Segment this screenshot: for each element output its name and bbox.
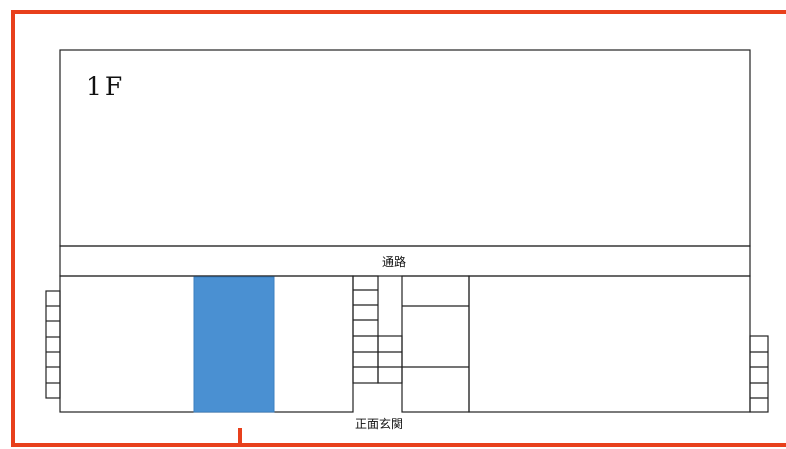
corridor-label: 通路 xyxy=(382,255,407,269)
entrance-label: 正面玄関 xyxy=(355,417,404,431)
property-boundary xyxy=(11,10,786,447)
left-side-cells xyxy=(45,290,61,399)
boundary-line xyxy=(11,10,786,447)
center-stair-cells xyxy=(352,275,403,384)
floor-label: 1F xyxy=(86,72,126,101)
right-room-block xyxy=(468,275,751,413)
main-hall xyxy=(59,49,751,247)
right-side-cells xyxy=(749,335,769,413)
highlighted-room[interactable] xyxy=(193,276,275,413)
center-rooms xyxy=(401,275,470,413)
